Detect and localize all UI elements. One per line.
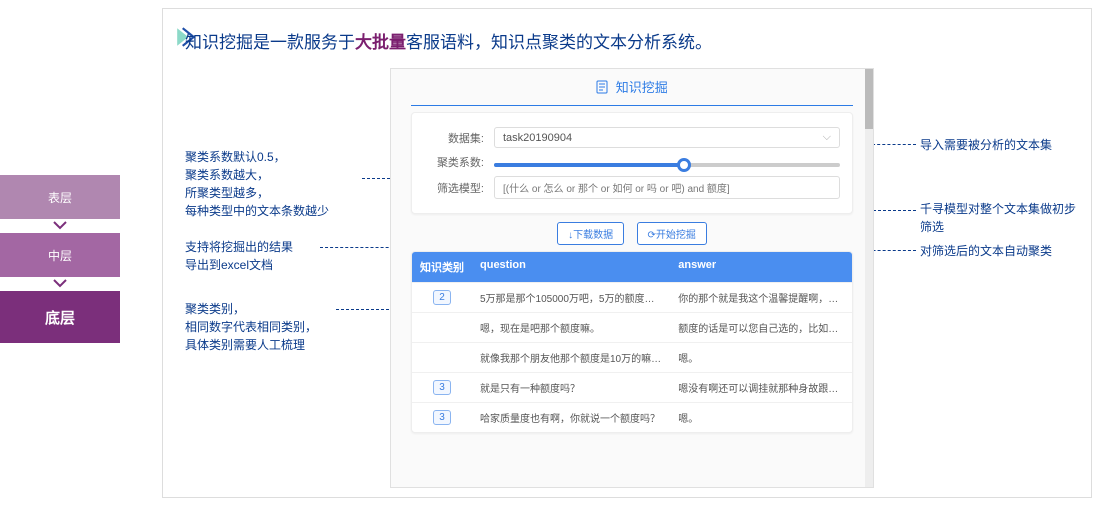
filter-input[interactable]: [(什么 or 怎么 or 那个 or 如何 or 吗 or 吧) and 额度… xyxy=(494,176,840,199)
cell-answer: 嗯。 xyxy=(670,343,852,372)
app-frame: 知识挖掘 数据集: task20190904 ⌵ 聚类系数: 筛选模型: xyxy=(390,68,874,488)
category-badge: 3 xyxy=(433,380,451,395)
form-card: 数据集: task20190904 ⌵ 聚类系数: 筛选模型: [(什么 or … xyxy=(411,112,853,214)
dataset-label: 数据集: xyxy=(424,130,484,146)
side-tabs: 表层 中层 底层 xyxy=(0,175,120,343)
row-filter: 筛选模型: [(什么 or 怎么 or 那个 or 如何 or 吗 or 吧) … xyxy=(424,176,840,199)
tab-middle-label: 中层 xyxy=(48,247,72,264)
table-row[interactable]: 就像我那个朋友他那个额度是10万的嘛…嗯。 xyxy=(412,342,852,372)
anno-left-2: 支持将挖掘出的结果 导出到excel文档 xyxy=(185,238,293,274)
document-icon xyxy=(596,80,608,97)
table-row[interactable]: 嗯，现在是吧那个额度嘛。额度的话是可以您自己选的，比如说你… xyxy=(412,312,852,342)
row-coef: 聚类系数: xyxy=(424,154,840,170)
cell-question: 就是只有一种额度吗？ xyxy=(472,373,670,402)
table-header: 知识类别 question answer xyxy=(412,252,852,282)
cell-category: 2 xyxy=(412,283,472,312)
app-title-underline xyxy=(411,105,853,106)
th-answer: answer xyxy=(670,252,852,282)
results-table: 知识类别 question answer 2 5万那是那个105000万吧，5万的… xyxy=(411,251,853,433)
tab-bottom[interactable]: 底层 xyxy=(0,291,120,343)
table-row[interactable]: 3 就是只有一种额度吗？嗯没有啊还可以调挂就那种身故跟残疾… xyxy=(412,372,852,402)
headline-suffix: 客服语料，知识点聚类的文本分析系统。 xyxy=(406,33,712,52)
cell-question: 5万那是那个105000万吧，5万的额度对… xyxy=(472,283,670,312)
tab-gap-2 xyxy=(0,277,120,291)
coef-slider[interactable] xyxy=(494,163,840,167)
table-row[interactable]: 3 哈家质量度也有啊，你就说一个额度吗？嗯。 xyxy=(412,402,852,432)
coef-slider-thumb[interactable] xyxy=(677,158,691,172)
cell-category xyxy=(412,313,472,342)
download-button[interactable]: ↓下载数据 xyxy=(557,222,624,245)
app-title-text: 知识挖掘 xyxy=(616,80,668,95)
headline-emph: 大批量 xyxy=(355,33,406,52)
tab-top-label: 表层 xyxy=(48,189,72,206)
tab-bottom-label: 底层 xyxy=(45,307,75,328)
cell-answer: 嗯。 xyxy=(670,403,852,432)
cell-category: 3 xyxy=(412,403,472,432)
chevron-down-icon: ⌵ xyxy=(823,131,831,144)
category-badge: 2 xyxy=(433,290,451,305)
th-question: question xyxy=(472,252,670,282)
start-button[interactable]: ⟳开始挖掘 xyxy=(637,222,707,245)
anno-right-2: 千寻模型对整个文本集做初步筛选 xyxy=(920,200,1080,236)
cell-category xyxy=(412,343,472,372)
anno-left-3: 聚类类别， 相同数字代表相同类别， 具体类别需要人工梳理 xyxy=(185,300,317,354)
headline: 知识挖掘是一款服务于大批量客服语料，知识点聚类的文本分析系统。 xyxy=(185,28,712,53)
row-dataset: 数据集: task20190904 ⌵ xyxy=(424,127,840,148)
dataset-value: task20190904 xyxy=(503,132,572,144)
tab-gap-1 xyxy=(0,219,120,233)
app-title: 知识挖掘 xyxy=(391,69,873,105)
tab-middle[interactable]: 中层 xyxy=(0,233,120,277)
th-category: 知识类别 xyxy=(412,252,472,282)
category-badge: 3 xyxy=(433,410,451,425)
coef-label: 聚类系数: xyxy=(424,154,484,170)
anno-left-1: 聚类系数默认0.5， 聚类系数越大， 所聚类型越多， 每种类型中的文本条数越少 xyxy=(185,148,329,220)
anno-right-3: 对筛选后的文本自动聚类 xyxy=(920,242,1052,260)
coef-slider-fill xyxy=(494,163,684,167)
app-scrollbar-thumb[interactable] xyxy=(865,69,873,129)
cell-question: 就像我那个朋友他那个额度是10万的嘛… xyxy=(472,343,670,372)
filter-label: 筛选模型: xyxy=(424,180,484,196)
anno-right-1: 导入需要被分析的文本集 xyxy=(920,136,1052,154)
app-scrollbar[interactable] xyxy=(865,69,873,487)
cell-answer: 额度的话是可以您自己选的，比如说你… xyxy=(670,313,852,342)
cell-answer: 嗯没有啊还可以调挂就那种身故跟残疾… xyxy=(670,373,852,402)
headline-prefix: 知识挖掘是一款服务于 xyxy=(185,33,355,52)
cell-question: 哈家质量度也有啊，你就说一个额度吗？ xyxy=(472,403,670,432)
table-body: 2 5万那是那个105000万吧，5万的额度对…你的那个就是我这个温馨提醒啊，就是… xyxy=(412,282,852,432)
button-row: ↓下载数据 ⟳开始挖掘 xyxy=(391,222,873,245)
table-row[interactable]: 2 5万那是那个105000万吧，5万的额度对…你的那个就是我这个温馨提醒啊，就是… xyxy=(412,282,852,312)
tab-top[interactable]: 表层 xyxy=(0,175,120,219)
cell-answer: 你的那个就是我这个温馨提醒啊，就是… xyxy=(670,283,852,312)
cell-question: 嗯，现在是吧那个额度嘛。 xyxy=(472,313,670,342)
dataset-dropdown[interactable]: task20190904 ⌵ xyxy=(494,127,840,148)
cell-category: 3 xyxy=(412,373,472,402)
